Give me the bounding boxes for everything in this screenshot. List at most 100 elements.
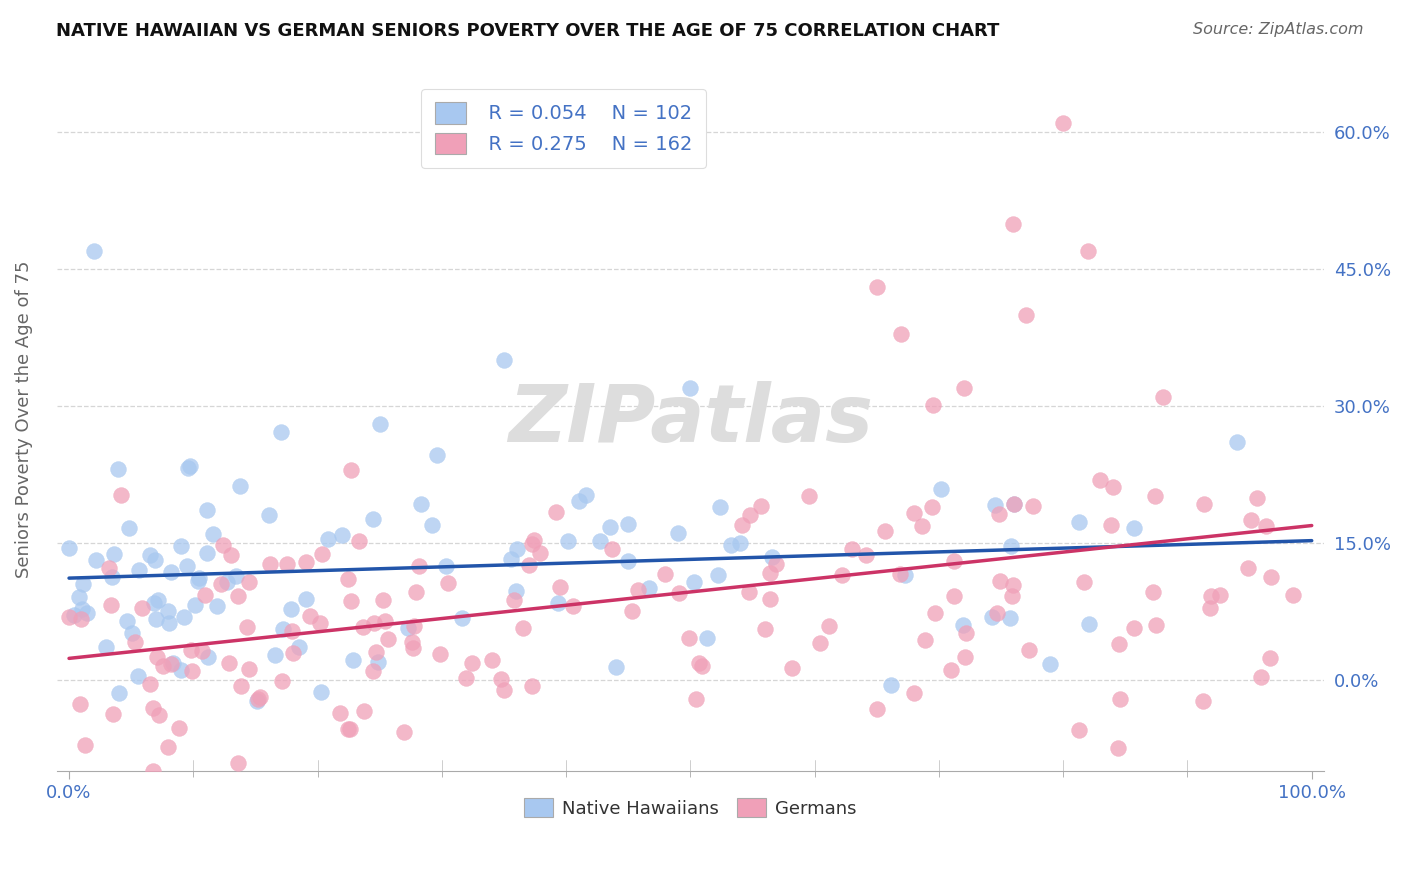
Point xyxy=(1144,617,1167,632)
Point xyxy=(118,521,141,535)
Point xyxy=(924,607,946,621)
Point xyxy=(529,546,551,560)
Point xyxy=(308,616,330,631)
Point xyxy=(352,620,374,634)
Point xyxy=(299,609,322,624)
Point xyxy=(1108,637,1130,651)
Point xyxy=(893,568,915,582)
Point xyxy=(1052,116,1074,130)
Point xyxy=(162,656,184,670)
Y-axis label: Seniors Poverty Over the Age of 75: Seniors Poverty Over the Age of 75 xyxy=(15,260,32,578)
Point xyxy=(336,572,359,586)
Point xyxy=(100,570,122,584)
Point xyxy=(152,658,174,673)
Point xyxy=(740,508,762,522)
Point xyxy=(148,707,170,722)
Point xyxy=(288,640,311,655)
Point xyxy=(1246,491,1268,506)
Point xyxy=(1022,500,1045,514)
Point xyxy=(818,619,841,633)
Point xyxy=(170,663,193,677)
Point xyxy=(377,632,399,646)
Point xyxy=(986,606,1008,620)
Legend: Native Hawaiians, Germans: Native Hawaiians, Germans xyxy=(517,790,863,825)
Point xyxy=(955,626,977,640)
Point xyxy=(638,581,661,595)
Point xyxy=(337,722,360,736)
Point xyxy=(409,497,432,511)
Point xyxy=(1088,473,1111,487)
Point xyxy=(238,574,260,589)
Point xyxy=(1250,670,1272,684)
Point xyxy=(1209,588,1232,602)
Point xyxy=(364,645,387,659)
Point xyxy=(103,547,125,561)
Point xyxy=(943,554,966,568)
Point xyxy=(139,677,162,691)
Point xyxy=(84,552,107,566)
Point xyxy=(195,546,218,560)
Point xyxy=(170,540,193,554)
Point xyxy=(557,533,579,548)
Point xyxy=(678,631,700,645)
Point xyxy=(402,641,425,656)
Point xyxy=(238,662,260,676)
Point xyxy=(127,669,149,683)
Point xyxy=(329,706,352,721)
Point xyxy=(953,650,976,665)
Point xyxy=(217,574,239,589)
Point xyxy=(392,724,415,739)
Point xyxy=(890,326,912,341)
Point xyxy=(339,722,361,736)
Point xyxy=(1015,308,1038,322)
Point xyxy=(420,518,443,533)
Point xyxy=(311,547,333,561)
Point xyxy=(187,571,209,585)
Point xyxy=(731,518,754,533)
Point xyxy=(373,592,395,607)
Point xyxy=(349,534,371,549)
Point xyxy=(546,505,568,519)
Point xyxy=(157,604,180,618)
Point xyxy=(1099,517,1122,532)
Point xyxy=(429,647,451,661)
Point xyxy=(75,738,97,752)
Point xyxy=(176,558,198,573)
Point xyxy=(1109,692,1132,706)
Point xyxy=(97,560,120,574)
Point xyxy=(841,542,863,557)
Point xyxy=(1199,590,1222,604)
Point xyxy=(617,554,640,568)
Point xyxy=(1002,497,1025,511)
Point xyxy=(600,541,623,556)
Point xyxy=(396,621,419,635)
Point xyxy=(207,599,229,614)
Point xyxy=(309,685,332,699)
Point xyxy=(1258,651,1281,665)
Point xyxy=(914,632,936,647)
Point xyxy=(561,599,583,613)
Point xyxy=(246,692,269,706)
Point xyxy=(139,548,162,562)
Text: NATIVE HAWAIIAN VS GERMAN SENIORS POVERTY OVER THE AGE OF 75 CORRELATION CHART: NATIVE HAWAIIAN VS GERMAN SENIORS POVERT… xyxy=(56,22,1000,40)
Point xyxy=(434,559,457,574)
Point xyxy=(520,679,543,693)
Point xyxy=(720,538,742,552)
Point xyxy=(568,493,591,508)
Point xyxy=(1069,723,1091,737)
Point xyxy=(58,541,80,555)
Point xyxy=(599,520,621,534)
Point xyxy=(142,596,165,610)
Point xyxy=(69,612,91,626)
Point xyxy=(980,610,1002,624)
Point xyxy=(245,694,267,708)
Point xyxy=(797,489,820,503)
Point xyxy=(117,615,139,629)
Point xyxy=(1260,570,1282,584)
Point xyxy=(228,589,250,603)
Point xyxy=(709,500,731,514)
Point xyxy=(107,462,129,476)
Point xyxy=(1018,642,1040,657)
Point xyxy=(548,581,571,595)
Point xyxy=(121,626,143,640)
